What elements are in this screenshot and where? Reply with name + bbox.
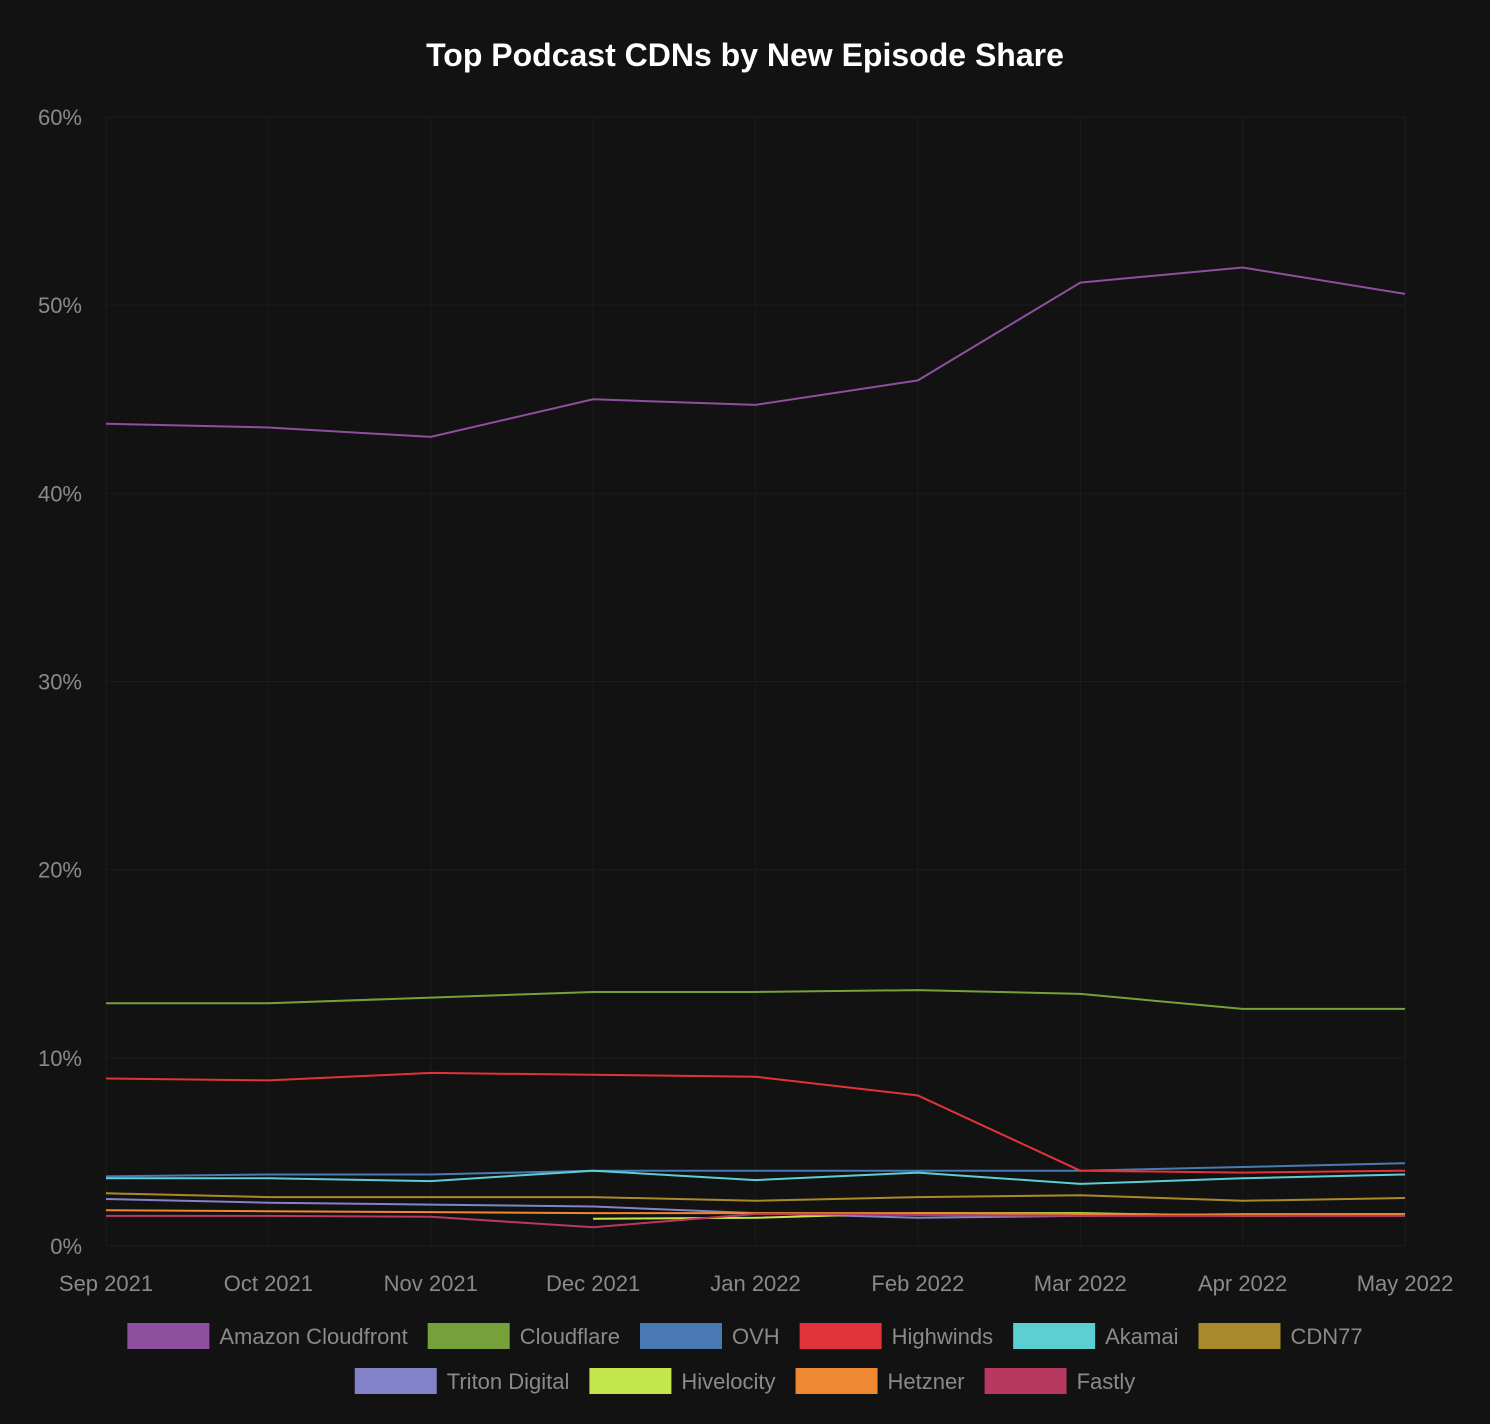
legend-item[interactable]: Hetzner xyxy=(795,1368,965,1394)
y-axis: 0% 10% 20% 30% 40% 50% 60% xyxy=(38,105,82,1259)
x-tick-label: Jan 2022 xyxy=(710,1271,801,1296)
y-tick-label: 60% xyxy=(38,105,82,130)
legend-item[interactable]: Triton Digital xyxy=(354,1368,570,1394)
legend-item[interactable]: Akamai xyxy=(1013,1323,1178,1349)
legend-swatch xyxy=(799,1323,882,1349)
legend-swatch xyxy=(1013,1323,1096,1349)
series-line-cdn77 xyxy=(105,1192,1406,1202)
x-tick-label: Oct 2021 xyxy=(224,1271,313,1296)
legend-item[interactable]: Highwinds xyxy=(799,1323,994,1349)
legend-item[interactable]: Fastly xyxy=(984,1368,1136,1394)
legend-swatch xyxy=(1198,1323,1281,1349)
series-line-highwinds xyxy=(105,1071,1406,1174)
legend-label: Hetzner xyxy=(888,1369,965,1394)
x-tick-label: Nov 2021 xyxy=(384,1271,478,1296)
legend: Amazon Cloudfront Cloudflare OVH Highwinds A… xyxy=(127,1323,1363,1394)
legend-swatch xyxy=(427,1323,510,1349)
series-line-fastly xyxy=(106,1212,1405,1229)
legend-item[interactable]: Hivelocity xyxy=(589,1368,776,1394)
legend-label: CDN77 xyxy=(1290,1324,1362,1349)
legend-label: Fastly xyxy=(1077,1369,1136,1394)
legend-swatch xyxy=(795,1368,878,1394)
grid xyxy=(105,116,1406,1247)
series-line-akamai xyxy=(106,1169,1406,1185)
legend-label: Highwinds xyxy=(892,1324,994,1349)
x-axis: Sep 2021 Oct 2021 Nov 2021 Dec 2021 Jan 2022… xyxy=(59,1271,1453,1296)
x-tick-label: Sep 2021 xyxy=(59,1271,153,1296)
series-line-cloudflare xyxy=(106,989,1405,1010)
y-tick-label: 50% xyxy=(38,293,82,318)
legend-item[interactable]: CDN77 xyxy=(1198,1323,1363,1349)
legend-item[interactable]: OVH xyxy=(639,1323,780,1349)
legend-swatch xyxy=(127,1323,210,1349)
chart-title: Top Podcast CDNs by New Episode Share xyxy=(426,37,1064,73)
x-tick-label: Dec 2021 xyxy=(546,1271,640,1296)
y-tick-label: 30% xyxy=(38,670,82,695)
legend-label: OVH xyxy=(732,1324,780,1349)
series-line-ovh xyxy=(105,1162,1406,1178)
x-tick-label: Apr 2022 xyxy=(1198,1271,1287,1296)
legend-item[interactable]: Amazon Cloudfront xyxy=(127,1323,408,1349)
legend-label: Cloudflare xyxy=(520,1324,620,1349)
y-tick-label: 0% xyxy=(50,1234,82,1259)
legend-swatch xyxy=(589,1368,672,1394)
x-tick-label: Mar 2022 xyxy=(1034,1271,1127,1296)
legend-label: Hivelocity xyxy=(681,1369,775,1394)
y-tick-label: 10% xyxy=(38,1046,82,1071)
legend-swatch xyxy=(984,1368,1067,1394)
legend-swatch xyxy=(639,1323,722,1349)
y-tick-label: 20% xyxy=(38,858,82,883)
legend-label: Triton Digital xyxy=(447,1369,570,1394)
legend-swatch xyxy=(354,1368,437,1394)
legend-item[interactable]: Cloudflare xyxy=(427,1323,620,1349)
series-line-amazon-cloudfront xyxy=(105,266,1406,438)
legend-label: Amazon Cloudfront xyxy=(219,1324,407,1349)
x-tick-label: May 2022 xyxy=(1357,1271,1454,1296)
series-lines xyxy=(105,266,1406,1229)
y-tick-label: 40% xyxy=(38,481,82,506)
x-tick-label: Feb 2022 xyxy=(871,1271,964,1296)
legend-label: Akamai xyxy=(1105,1324,1178,1349)
